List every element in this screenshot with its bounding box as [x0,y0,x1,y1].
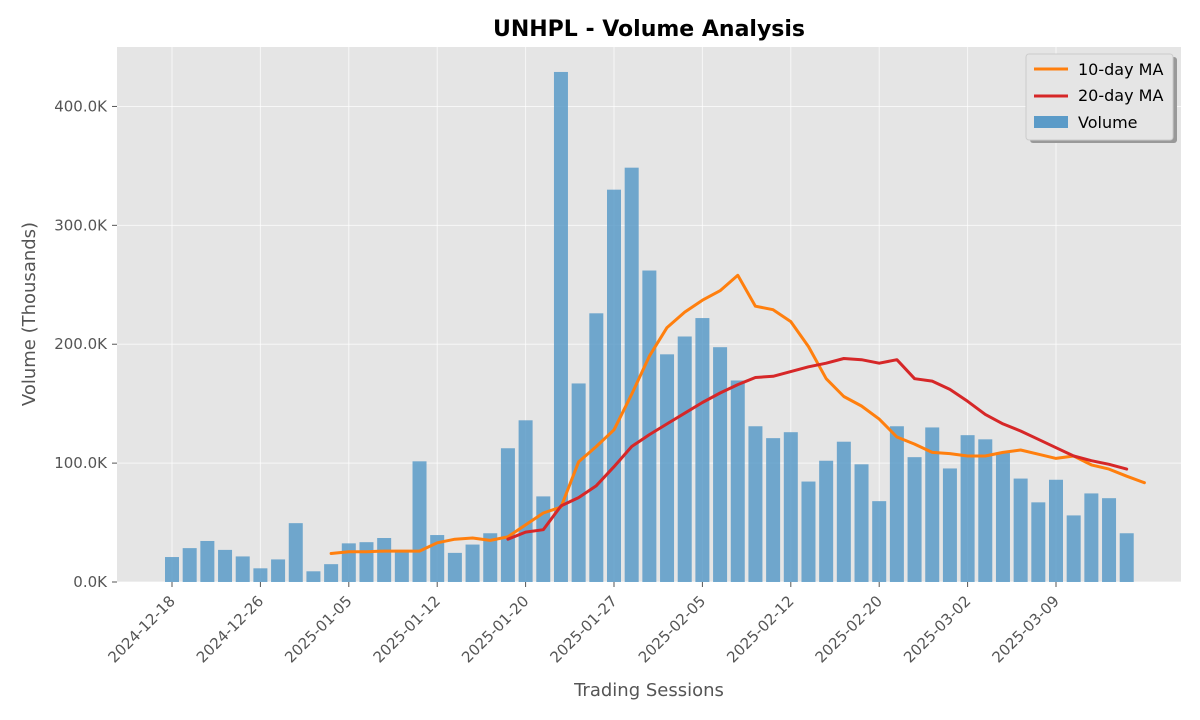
volume-bar [306,571,321,582]
volume-bars [165,71,1134,582]
y-axis-label: Volume (Thousands) [19,222,40,406]
volume-bar [288,523,303,582]
x-tick-label: 2025-02-05 [635,592,709,666]
volume-bar [819,460,834,582]
volume-bar [1084,493,1099,582]
volume-bar [182,548,197,582]
x-tick-label: 2025-03-09 [988,592,1062,666]
volume-bar [677,336,692,582]
legend-label-ma10: 10-day MA [1078,60,1163,79]
x-axis: 2024-12-18 2024-12-26 2025-01-05 2025-01-12… [104,582,1063,666]
ma10-line [329,273,1146,555]
y-tick-label: 0.0K [73,573,108,591]
y-tick-label: 100.0K [54,454,108,472]
volume-bar [536,496,551,582]
legend: 10-day MA 20-day MA Volume [1025,53,1177,143]
volume-bar [571,383,586,582]
y-tick-label: 400.0K [54,97,108,115]
x-tick-label: 2025-02-12 [723,592,797,666]
legend-swatch-volume [1034,116,1068,128]
volume-bar [253,568,268,582]
volume-bar [1102,498,1117,582]
volume-bar [642,270,657,582]
volume-bar [624,167,639,582]
volume-bar [960,435,975,582]
volume-bar [1013,478,1028,582]
y-tick-label: 200.0K [54,335,108,353]
volume-bar [1119,533,1134,582]
x-tick-label: 2025-01-20 [458,592,532,666]
volume-bar [942,468,957,582]
volume-bar [748,426,763,582]
moving-average-lines [329,273,1146,555]
volume-bar [235,556,250,582]
volume-bar [801,481,816,582]
chart-title: UNHPL - Volume Analysis [493,17,805,42]
volume-bar [218,549,233,582]
volume-bar [995,452,1010,582]
volume-bar [518,420,533,582]
volume-bar [165,557,179,582]
volume-bar [447,552,462,582]
volume-bar [925,427,940,582]
volume-bar [377,538,392,582]
volume-bar [200,540,215,582]
volume-bar [695,318,710,582]
volume-bar [889,426,904,582]
ma20-line [506,357,1129,541]
volume-bar [783,432,798,582]
volume-bar [872,501,887,582]
x-tick-label: 2024-12-26 [193,592,267,666]
volume-bar [553,71,568,582]
x-tick-label: 2025-02-20 [812,592,886,666]
legend-label-volume: Volume [1078,113,1138,132]
volume-bar [430,535,445,582]
volume-bar [766,438,781,582]
volume-bar [660,354,675,582]
volume-bar [978,439,993,582]
volume-bar [500,448,515,582]
x-tick-label: 2025-01-27 [546,592,620,666]
volume-bar [730,380,745,582]
volume-bar [412,461,427,582]
volume-bar [713,347,728,582]
volume-bar [854,464,869,582]
x-tick-label: 2025-03-02 [900,592,974,666]
volume-bar [1049,479,1063,582]
y-tick-label: 300.0K [54,216,108,234]
legend-label-ma20: 20-day MA [1078,86,1163,105]
volume-bar [483,533,498,582]
volume-bar [836,441,851,582]
volume-bar [341,543,356,582]
volume-bar [465,544,480,582]
volume-bar [1031,502,1046,582]
volume-bar [607,189,621,582]
volume-bar [394,549,409,582]
volume-bar [907,457,922,582]
x-axis-label: Trading Sessions [573,680,724,701]
y-axis: 0.0K 100.0K 200.0K 300.0K 400.0K [54,97,117,591]
x-tick-label: 2025-01-12 [370,592,444,666]
volume-bar [324,564,339,582]
x-tick-label: 2024-12-18 [104,592,178,666]
volume-bar [1066,515,1081,582]
x-tick-label: 2025-01-05 [281,592,355,666]
volume-bar [271,559,286,582]
volume-bar [359,542,374,582]
